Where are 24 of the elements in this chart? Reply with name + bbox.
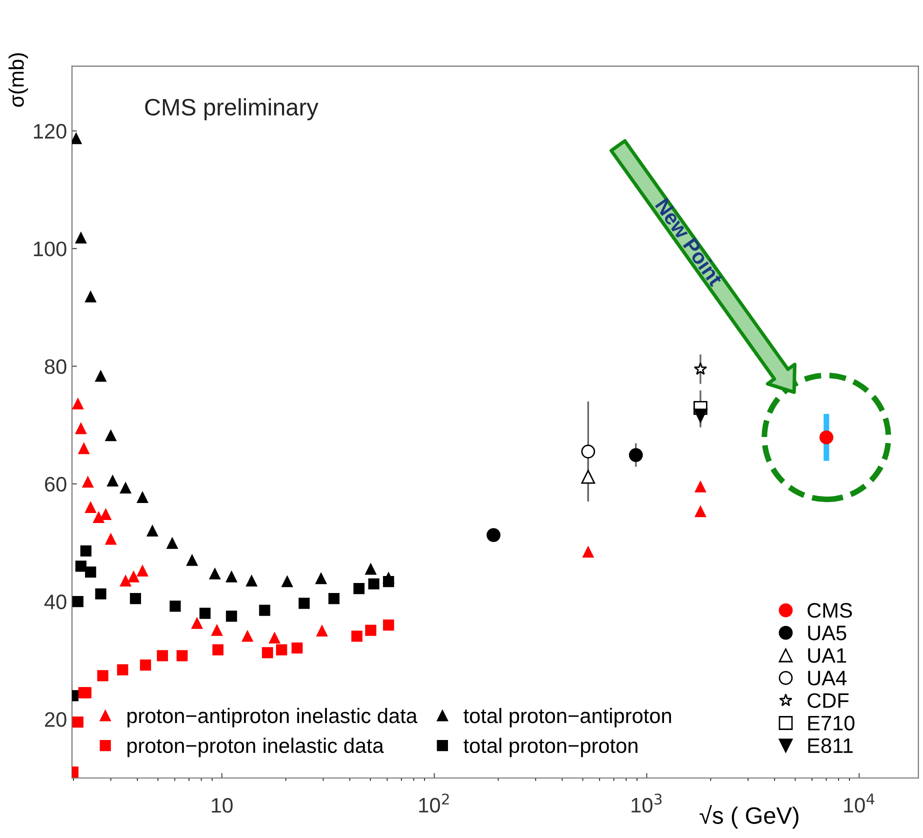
y-tick-label: 60 <box>45 476 66 492</box>
y-tick-label: 40 <box>44 594 66 610</box>
annotation: CMS preliminary <box>145 98 318 120</box>
y-axis-title: σ(mb) <box>8 53 28 107</box>
legend-label: proton−antiproton inelastic data <box>128 708 418 728</box>
x-tick-label: 10$^{2}$ <box>419 794 449 813</box>
legend-label: UA1 <box>808 648 846 663</box>
x-axis-title: √s ( GeV) <box>700 805 798 829</box>
legend-label: CMS <box>808 603 852 618</box>
y-tick-label: 100 <box>34 242 66 256</box>
y-tick-label: 120 <box>34 124 66 139</box>
legend-label: UA4 <box>808 670 846 686</box>
y-tick-label: 80 <box>44 359 66 374</box>
y-tick-label: 20 <box>45 712 66 727</box>
legend-label: E811 <box>808 738 853 754</box>
legend-label: proton−proton inelastic data <box>128 738 384 758</box>
legend-label: E710 <box>808 716 854 730</box>
legend-label: total proton−antiproton <box>464 708 671 728</box>
x-tick-label: 10 <box>212 798 233 813</box>
legend-label: UA5 <box>808 626 846 640</box>
legend-label: CDF <box>808 693 849 708</box>
x-tick-label: 10$^{4}$ <box>844 794 874 813</box>
x-tick-label: 10$^{3}$ <box>632 794 662 813</box>
legend-label: total proton−proton <box>464 738 638 758</box>
